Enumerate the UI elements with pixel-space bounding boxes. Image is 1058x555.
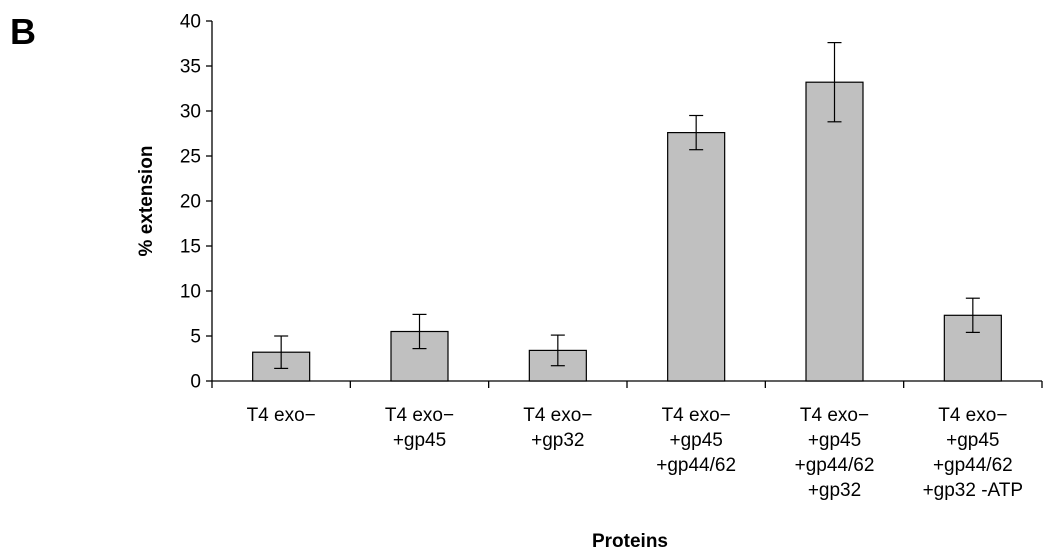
category-label: +gp45 <box>946 430 999 451</box>
category-label: +gp44/62 <box>656 455 736 476</box>
category-label: +gp44/62 <box>795 455 875 476</box>
y-tick-label: 35 <box>180 57 201 78</box>
y-tick-label: 40 <box>180 12 201 33</box>
y-tick-label: 0 <box>190 372 201 393</box>
y-tick-label: 25 <box>180 147 201 168</box>
category-label: +gp45 <box>393 430 446 451</box>
y-tick-label: 30 <box>180 102 201 123</box>
bars <box>252 81 1002 382</box>
y-tick-label: 5 <box>190 327 201 348</box>
y-axis: 0 5 10 15 20 25 30 35 40 <box>180 12 213 393</box>
category-label: T4 exo− <box>938 405 1007 426</box>
y-tick-label: 10 <box>180 282 201 303</box>
category-label: T4 exo− <box>800 405 869 426</box>
category-label: T4 exo− <box>385 405 454 426</box>
error-bars <box>274 41 980 369</box>
category-label: T4 exo− <box>662 405 731 426</box>
y-axis-title: % extension <box>136 146 157 257</box>
category-label: +gp32 <box>531 430 584 451</box>
category-label: +gp32 <box>808 480 861 501</box>
x-axis <box>211 380 1043 388</box>
y-tick-label: 20 <box>180 192 201 213</box>
category-labels: T4 exo− T4 exo− +gp45 T4 exo− +gp32 T4 exo− +g… <box>247 405 1024 501</box>
panel-label: B <box>10 11 36 52</box>
category-label: +gp45 <box>808 430 861 451</box>
category-label: +gp44/62 <box>933 455 1013 476</box>
bar <box>667 132 726 382</box>
category-label: +gp45 <box>669 430 722 451</box>
category-label: +gp32 -ATP <box>923 480 1024 501</box>
x-axis-title: Proteins <box>592 531 668 552</box>
category-label: T4 exo− <box>523 405 592 426</box>
y-tick-label: 15 <box>180 237 201 258</box>
category-label: T4 exo− <box>247 405 316 426</box>
bar <box>805 81 864 382</box>
